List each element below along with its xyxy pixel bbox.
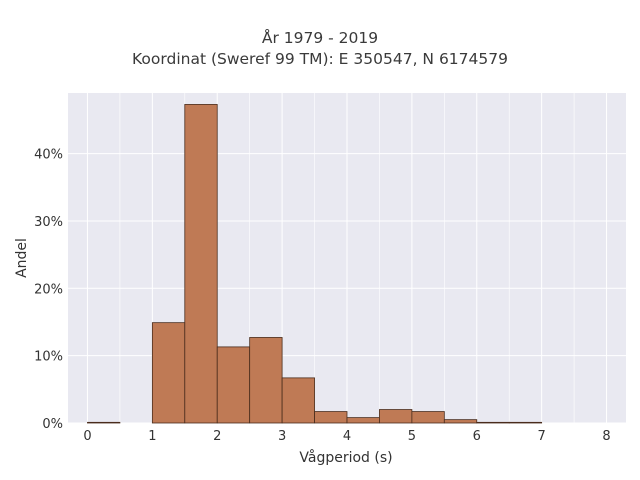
histogram-bar (216, 346, 251, 424)
x-axis-label: Vågperiod (s) (299, 449, 392, 466)
y-axis-label: Andel (14, 238, 30, 278)
bars (87, 104, 543, 424)
x-tick-label: 7 (538, 429, 546, 444)
tick-labels: 0 1 2 3 4 5 6 7 8 0% 10% 20% 30% 40% (34, 148, 611, 444)
x-tick-label: 3 (278, 429, 286, 444)
histogram-bar (508, 421, 543, 424)
histogram-bar (314, 411, 348, 424)
y-tick-label: 40% (34, 148, 63, 163)
x-tick-label: 2 (213, 429, 221, 444)
x-tick-label: 5 (408, 429, 416, 444)
x-tick-label: 4 (343, 429, 351, 444)
chart-title-line-1: År 1979 - 2019 (261, 29, 379, 47)
x-tick-label: 8 (602, 429, 610, 444)
histogram-bar (379, 409, 413, 424)
histogram-bar (411, 411, 445, 424)
histogram-bar (281, 377, 315, 424)
histogram-bar (443, 419, 478, 424)
histogram-bar (476, 421, 510, 424)
y-tick-label: 10% (34, 350, 63, 365)
histogram-bar (249, 337, 283, 424)
histogram-bar (184, 104, 218, 424)
chart-title-line-2: Koordinat (Sweref 99 TM): E 350547, N 61… (132, 50, 508, 68)
histogram-bar (151, 322, 186, 424)
y-tick-label: 30% (34, 215, 63, 230)
y-tick-label: 0% (42, 417, 63, 432)
x-tick-label: 0 (83, 429, 91, 444)
y-tick-label: 20% (34, 282, 63, 297)
x-tick-label: 6 (473, 429, 481, 444)
histogram-bar (87, 421, 121, 424)
histogram-bar (346, 417, 380, 424)
x-tick-label: 1 (148, 429, 156, 444)
